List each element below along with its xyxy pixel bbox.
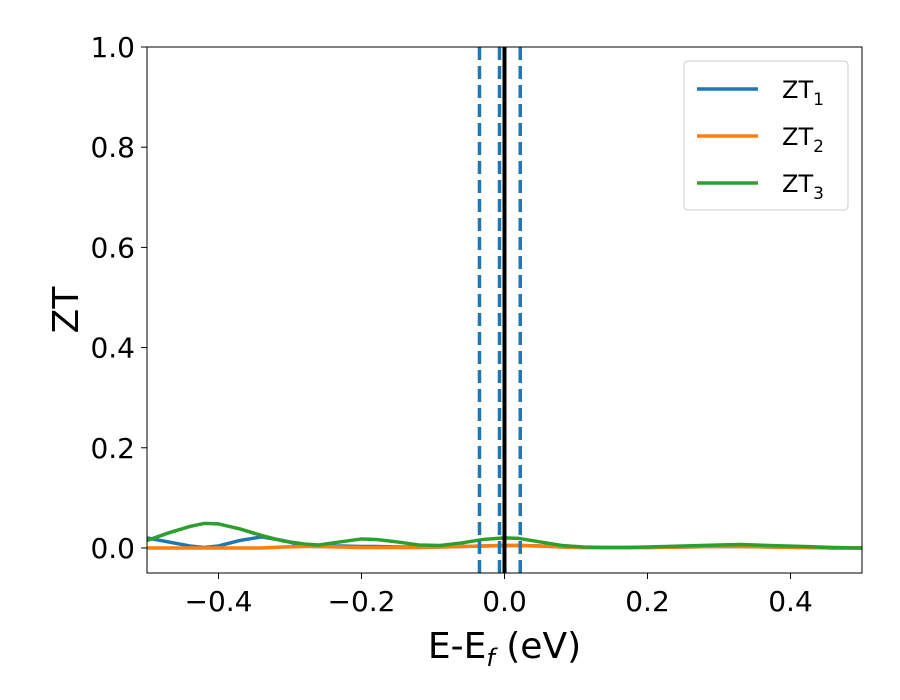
x-tick-label: −0.2 <box>328 585 396 618</box>
y-tick-label: 0.4 <box>90 332 135 365</box>
y-tick-label: 1.0 <box>90 31 135 64</box>
x-tick-label: −0.4 <box>185 585 253 618</box>
x-tick-label: 0.4 <box>768 585 813 618</box>
legend-box <box>683 60 849 211</box>
x-axis: −0.4 −0.2 0.0 0.2 0.4 <box>185 573 813 618</box>
y-tick-label: 0.2 <box>90 432 135 465</box>
x-tick-label: 0.0 <box>482 585 527 618</box>
legend-label-zt3: ZT3 <box>782 170 824 204</box>
y-tick-label: 0.6 <box>90 231 135 264</box>
y-tick-label: 0.8 <box>90 131 135 164</box>
legend-label-zt2: ZT2 <box>782 123 824 157</box>
legend-label-zt1: ZT1 <box>782 76 824 110</box>
x-axis-title: E-Ef (eV) <box>428 626 581 672</box>
y-tick-label: 0.0 <box>90 532 135 565</box>
x-tick-label: 0.2 <box>625 585 670 618</box>
y-axis: 0.0 0.2 0.4 0.6 0.8 1.0 <box>90 31 147 565</box>
series-line-zt3 <box>147 521 862 550</box>
legend: ZT1 ZT2 ZT3 <box>683 60 849 211</box>
y-axis-title: ZT <box>46 286 87 334</box>
